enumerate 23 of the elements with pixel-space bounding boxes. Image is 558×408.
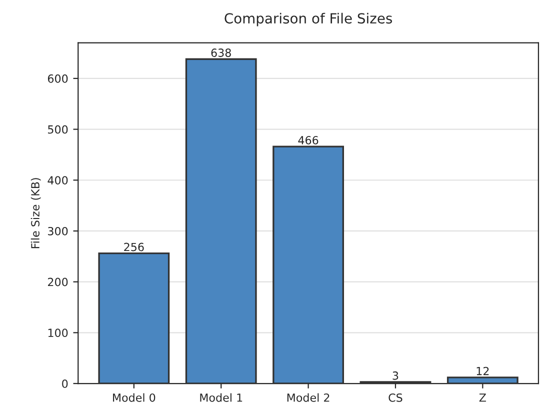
y-tick-label: 100 xyxy=(48,328,68,338)
data-label: 638 xyxy=(211,48,231,57)
bar xyxy=(185,58,257,384)
y-axis-title: File Size (KB) xyxy=(30,178,41,248)
y-tick-label: 200 xyxy=(48,278,68,286)
y-tick-label: 600 xyxy=(48,74,68,83)
data-label: 12 xyxy=(476,366,489,376)
y-tick-label: 0 xyxy=(62,379,68,388)
chart-title: Comparison of File Sizes xyxy=(224,12,392,26)
y-tick-label: 500 xyxy=(48,125,68,134)
x-tick-label: Model 1 xyxy=(200,393,242,402)
bar xyxy=(272,146,344,384)
y-tick-label: 300 xyxy=(48,226,68,236)
x-tick-label: Z xyxy=(479,394,486,402)
x-tick-label: CS xyxy=(388,393,402,402)
x-tick-label: Model 0 xyxy=(113,393,156,402)
bar xyxy=(446,376,518,384)
x-tick-label: Model 2 xyxy=(287,393,330,402)
bar xyxy=(98,252,170,384)
y-tick-label: 400 xyxy=(48,176,68,185)
data-label: 256 xyxy=(124,242,144,252)
data-label: 3 xyxy=(392,371,398,380)
data-label: 466 xyxy=(298,136,318,144)
